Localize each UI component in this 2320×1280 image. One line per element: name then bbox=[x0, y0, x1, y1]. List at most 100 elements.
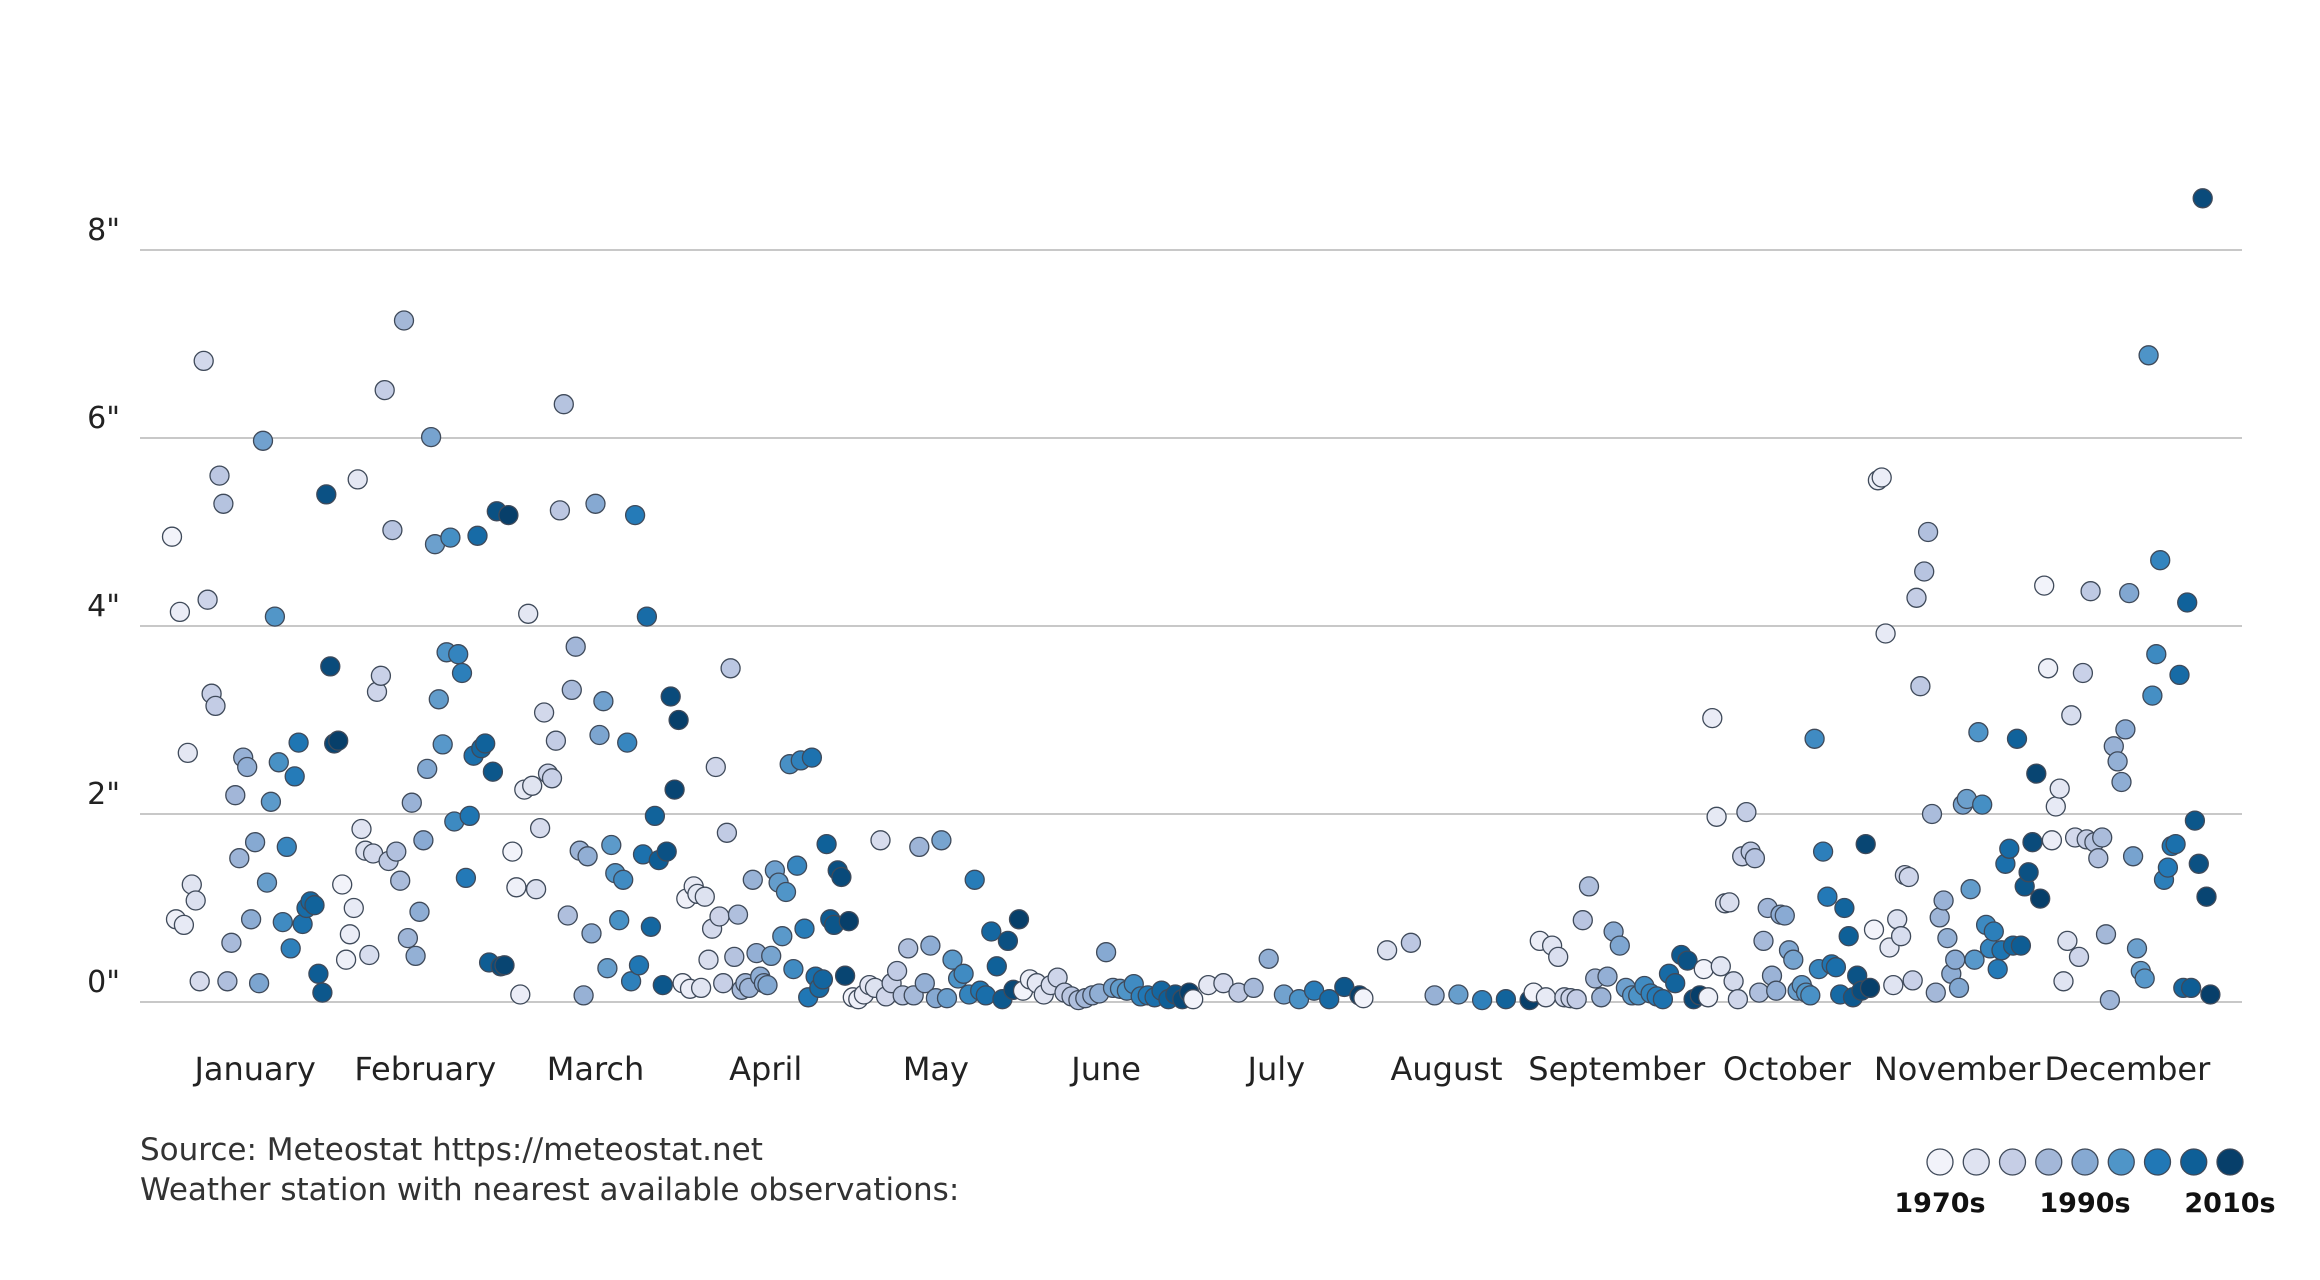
data-point-august[interactable]: August: 0.07" bbox=[1424, 985, 1445, 1006]
data-point-may[interactable]: May: 0.45" bbox=[942, 949, 963, 970]
data-point-december[interactable]: December: 1.47" bbox=[2188, 853, 2209, 874]
data-point-january[interactable]: January: 5.3" bbox=[213, 493, 234, 514]
data-point-november[interactable]: November: 0.18" bbox=[1883, 974, 1904, 996]
data-point-april[interactable]: April: 0.18" bbox=[757, 974, 778, 996]
data-point-november[interactable]: November: 2.8" bbox=[2006, 728, 2028, 749]
data-point-february[interactable]: February: 0.5" bbox=[359, 944, 380, 966]
data-point-october[interactable]: October: 1.53" bbox=[1744, 848, 1766, 869]
data-point-november[interactable]: November: 3.36" bbox=[1910, 676, 1931, 697]
data-point-march[interactable]: March: 0.07" bbox=[573, 985, 594, 1006]
data-point-february[interactable]: February: 1.84" bbox=[351, 818, 372, 840]
data-point-november[interactable]: November: 1.2" bbox=[1960, 879, 1981, 900]
data-point-january[interactable]: January: 2.2" bbox=[225, 785, 246, 806]
data-point-august[interactable]: August: 0.55" bbox=[1376, 940, 1398, 961]
data-point-january[interactable]: January: 6.82" bbox=[193, 350, 214, 372]
data-point-october[interactable]: October: 0.05" bbox=[1697, 987, 1719, 1008]
data-point-february[interactable]: February: 1.25" bbox=[332, 874, 353, 895]
data-point-march[interactable]: March: 0.22" bbox=[620, 971, 642, 992]
data-point-september[interactable]: September: 0.27" bbox=[1597, 966, 1618, 987]
data-point-february[interactable]: February: 1.32" bbox=[455, 867, 477, 889]
data-point-january[interactable]: January: 3.57" bbox=[320, 656, 341, 677]
data-point-september[interactable]: September: 0.44" bbox=[1677, 950, 1698, 971]
data-point-october[interactable]: October: 0.35" bbox=[1693, 958, 1714, 980]
data-point-november[interactable]: November: 4.3" bbox=[1906, 587, 1927, 608]
data-point-february[interactable]: February: 1" bbox=[343, 897, 364, 919]
data-point-april[interactable]: April: 2.5" bbox=[705, 756, 726, 778]
data-point-may[interactable]: May: 0.38" bbox=[986, 956, 1007, 977]
data-point-july[interactable]: July: 0.46" bbox=[1258, 948, 1279, 969]
data-point-march[interactable]: March: 4.13" bbox=[518, 603, 539, 624]
data-point-february[interactable]: February: 5.56" bbox=[347, 469, 368, 490]
data-point-january[interactable]: January: 2.76" bbox=[288, 732, 309, 753]
data-point-february[interactable]: February: 7.25" bbox=[393, 310, 415, 331]
data-point-february[interactable]: February: 5.02" bbox=[382, 519, 403, 541]
data-point-january[interactable]: January: 0.57" bbox=[280, 938, 301, 959]
data-point-march[interactable]: March: 0.92" bbox=[557, 905, 578, 926]
data-point-october[interactable]: October: 2.8" bbox=[1804, 728, 1825, 749]
data-point-may[interactable]: May: 0.3" bbox=[953, 963, 974, 984]
data-point-january[interactable]: January: 2.55" bbox=[268, 752, 289, 773]
data-point-february[interactable]: February: 1.29" bbox=[390, 870, 411, 891]
data-point-november[interactable]: November: 0.9" bbox=[1929, 907, 1950, 928]
data-point-january[interactable]: January: 0.3" bbox=[308, 963, 329, 984]
data-point-march[interactable]: March: 6.36" bbox=[553, 394, 574, 415]
data-point-october[interactable]: October: 0.07" bbox=[1800, 985, 1821, 1006]
data-point-march[interactable]: March: 4.1" bbox=[636, 606, 658, 627]
data-point-february[interactable]: February: 1.72" bbox=[413, 830, 434, 851]
data-point-april[interactable]: April: 0.7" bbox=[772, 926, 793, 947]
data-point-february[interactable]: February: 2.74" bbox=[432, 734, 453, 755]
data-point-may[interactable]: May: 0.07" bbox=[975, 985, 996, 1006]
data-point-april[interactable]: April: 0.93" bbox=[727, 904, 749, 925]
data-point-april[interactable]: April: 0.2" bbox=[713, 973, 734, 994]
data-point-december[interactable]: December: 0.15" bbox=[2180, 977, 2202, 999]
data-point-march[interactable]: March: 1.22" bbox=[506, 877, 527, 898]
data-point-may[interactable]: May: 1.72" bbox=[931, 830, 952, 851]
data-point-february[interactable]: February: 6.01" bbox=[420, 426, 442, 448]
data-point-october[interactable]: October: 0.45" bbox=[1783, 949, 1804, 970]
data-point-april[interactable]: April: 0.78" bbox=[794, 918, 815, 939]
data-point-november[interactable]: November: 1.08" bbox=[1933, 890, 1954, 911]
data-point-january[interactable]: January: 1.7" bbox=[244, 832, 266, 853]
data-point-march[interactable]: March: 3.2" bbox=[593, 691, 614, 712]
data-point-december[interactable]: December: 1.93" bbox=[2184, 810, 2206, 831]
data-point-november[interactable]: November: 0.88" bbox=[1887, 909, 1908, 930]
data-point-september[interactable]: September: 0.03" bbox=[1652, 989, 1674, 1010]
data-point-april[interactable]: April: 0.45" bbox=[698, 949, 719, 970]
data-point-july[interactable]: July: 0.03" bbox=[1319, 989, 1340, 1010]
data-point-august[interactable]: August: 0.08" bbox=[1448, 984, 1469, 1005]
data-point-december[interactable]: December: 0.08" bbox=[2200, 984, 2221, 1005]
data-point-march[interactable]: March: 1.2" bbox=[525, 879, 547, 900]
data-point-april[interactable]: April: 0.15" bbox=[690, 977, 712, 999]
data-point-march[interactable]: March: 1.85" bbox=[529, 817, 551, 839]
data-point-april[interactable]: April: 0.28" bbox=[834, 965, 856, 986]
data-point-february[interactable]: February: 0.96" bbox=[409, 901, 430, 922]
data-point-june[interactable]: June: 0.53" bbox=[1095, 942, 1117, 963]
data-point-april[interactable]: April: 0.86" bbox=[838, 911, 859, 932]
data-point-january[interactable]: January: 2.13" bbox=[260, 791, 282, 812]
data-point-november[interactable]: November: 0.6" bbox=[2010, 935, 2032, 956]
data-point-september[interactable]: September: 0.03" bbox=[1566, 989, 1587, 1010]
data-point-february[interactable]: February: 3.5" bbox=[451, 662, 473, 684]
data-point-january[interactable]: January: 1.27" bbox=[256, 872, 278, 893]
data-point-march[interactable]: March: 0.87" bbox=[609, 910, 630, 931]
data-point-january[interactable]: January: 1.65" bbox=[276, 836, 297, 858]
data-point-march[interactable]: March: 1.6" bbox=[656, 841, 677, 862]
data-point-may[interactable]: May: 1.72" bbox=[870, 830, 891, 851]
data-point-november[interactable]: November: 0.45" bbox=[1964, 949, 1985, 970]
data-point-september[interactable]: September: 0.05" bbox=[1535, 987, 1557, 1008]
data-point-december[interactable]: December: 3.26" bbox=[2142, 685, 2163, 706]
data-point-february[interactable]: February: 0.68" bbox=[397, 927, 419, 949]
data-point-march[interactable]: March: 5.23" bbox=[549, 500, 571, 521]
data-point-december[interactable]: December: 3.48" bbox=[2169, 664, 2190, 686]
data-point-january[interactable]: January: 0.22" bbox=[189, 971, 210, 992]
data-point-february[interactable]: February: 4.96" bbox=[467, 525, 488, 546]
data-point-march[interactable]: March: 2.38" bbox=[541, 768, 563, 789]
data-point-september[interactable]: September: 0.48" bbox=[1548, 946, 1569, 968]
data-point-november[interactable]: November: 0.35" bbox=[1987, 958, 2008, 980]
data-point-february[interactable]: February: 1.98" bbox=[459, 805, 480, 827]
data-point-february[interactable]: February: 2.75" bbox=[475, 733, 496, 754]
data-point-march[interactable]: March: 3.78" bbox=[565, 636, 586, 657]
data-point-july[interactable]: July: 0.03" bbox=[1183, 989, 1204, 1010]
data-point-april[interactable]: April: 0.24" bbox=[812, 969, 834, 990]
data-point-may[interactable]: May: 0.33" bbox=[886, 960, 908, 982]
